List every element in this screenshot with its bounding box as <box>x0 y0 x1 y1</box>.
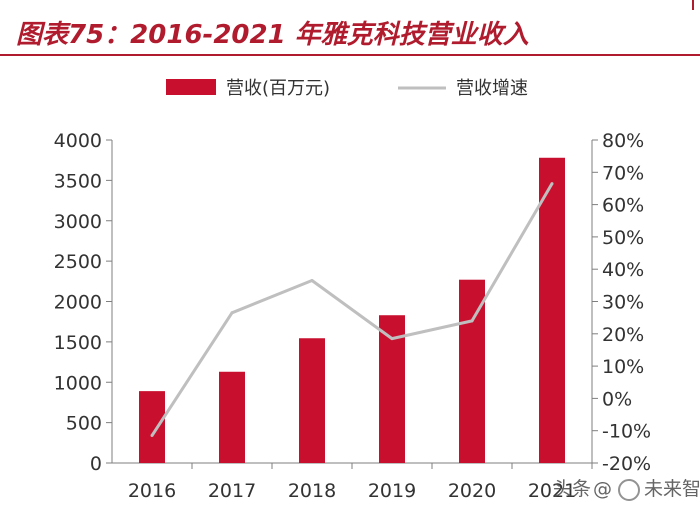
left-axis-tick-label: 0 <box>90 453 102 475</box>
growth-rate-point <box>230 311 234 315</box>
watermark-source: 头条 <box>553 478 592 500</box>
left-axis-tick-label: 500 <box>66 413 102 435</box>
chart-title-bar: 图表75：2016-2021 年雅克科技营业收入 <box>0 0 700 58</box>
right-axis-tick-label: 50% <box>602 227 644 249</box>
chart-title: 图表75：2016-2021 年雅克科技营业收入 <box>16 20 529 50</box>
watermark: 头条@ 未来智库 <box>553 474 700 504</box>
left-axis-tick-label: 3500 <box>54 170 102 192</box>
right-axis-tick-label: 20% <box>602 324 644 346</box>
x-axis-tick-label: 2021 <box>528 480 576 502</box>
watermark-logo-icon <box>618 478 641 501</box>
right-axis-tick-label: 60% <box>602 195 644 217</box>
x-axis-tick-label: 2020 <box>448 480 496 502</box>
x-axis-tick-label: 2016 <box>128 480 176 502</box>
left-axis-tick-label: 4000 <box>54 130 102 152</box>
legend-line-label: 营收增速 <box>456 78 528 99</box>
left-axis-tick-label: 2000 <box>54 292 102 314</box>
left-axis-tick-label: 1000 <box>54 372 102 394</box>
right-axis-tick-label: 40% <box>602 259 644 281</box>
growth-rate-point <box>470 319 474 323</box>
x-axis-tick-label: 2018 <box>288 480 336 502</box>
title-underline <box>0 54 700 56</box>
revenue-bar <box>299 338 325 463</box>
right-axis-tick-label: 80% <box>602 130 644 152</box>
revenue-bar <box>219 371 245 463</box>
revenue-bar <box>539 157 565 463</box>
left-axis-tick-label: 3000 <box>54 211 102 233</box>
growth-rate-point <box>550 182 554 186</box>
title-corner-mark <box>692 0 694 10</box>
right-axis-tick-label: -10% <box>602 421 651 443</box>
right-axis-tick-label: 10% <box>602 356 644 378</box>
growth-rate-point <box>390 337 394 341</box>
right-axis-tick-label: 0% <box>602 388 632 410</box>
right-axis-tick-label: -20% <box>602 453 651 475</box>
right-axis-tick-label: 30% <box>602 292 644 314</box>
revenue-bar <box>459 279 485 463</box>
legend-bar-label: 营收(百万元) <box>226 78 330 99</box>
left-axis-tick-label: 2500 <box>54 251 102 273</box>
x-axis-tick-label: 2017 <box>208 480 256 502</box>
left-axis-tick-label: 1500 <box>54 332 102 354</box>
growth-rate-point <box>150 434 154 438</box>
x-axis-tick-label: 2019 <box>368 480 416 502</box>
revenue-bar <box>139 391 165 463</box>
watermark-name: 未来智库 <box>644 478 700 500</box>
legend-bar-swatch <box>166 79 216 95</box>
growth-rate-point <box>310 279 314 283</box>
growth-rate-line <box>150 182 554 437</box>
right-axis-tick-label: 70% <box>602 162 644 184</box>
watermark-at: @ <box>593 478 613 500</box>
